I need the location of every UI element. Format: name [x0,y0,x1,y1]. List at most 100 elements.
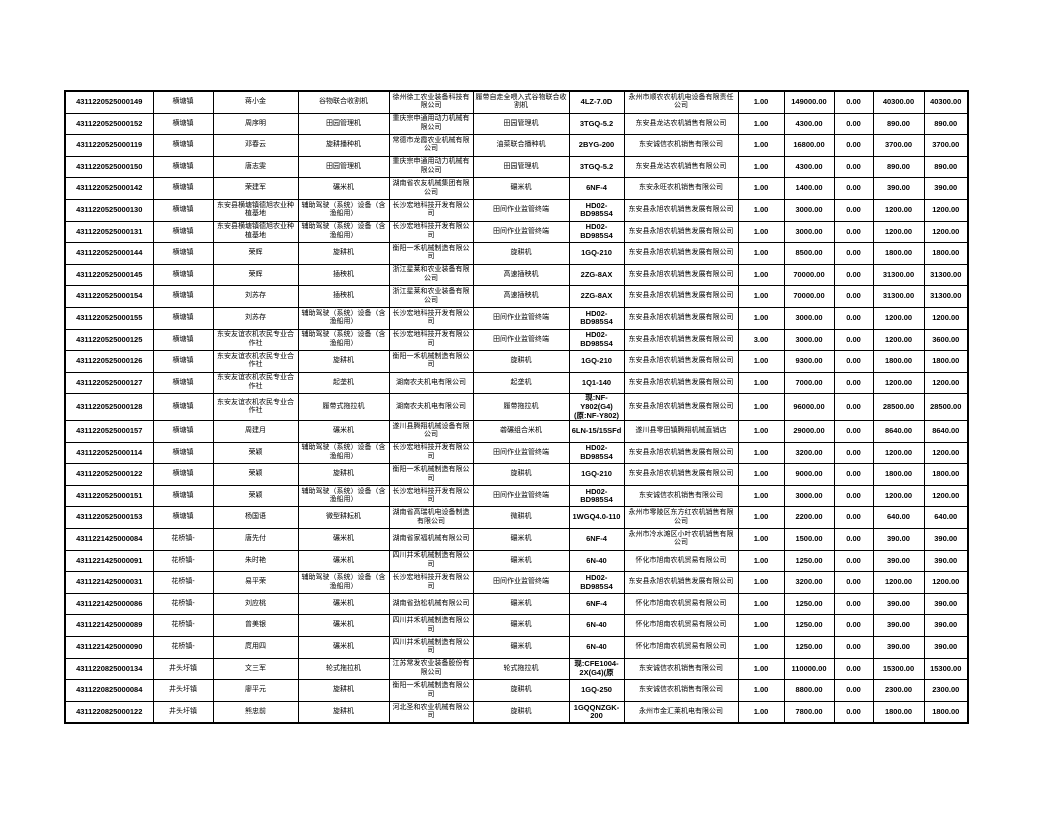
table-cell: 田园管理机 [472,155,570,179]
table-cell: 辅助驾驶（系统）设备（含渔船用） [297,484,390,508]
table-cell: 0.00 [833,463,874,486]
table-cell: 1800.00 [872,463,925,486]
table-cell: 碾米机 [472,177,570,200]
table-cell: 高速插秧机 [472,285,570,308]
table-cell: 唐先付 [212,528,299,551]
table-cell: 横塘镇 [152,220,214,244]
table-cell: 31300.00 [872,285,925,308]
table-cell: 东安县永旭农机销售发展有限公司 [623,371,739,395]
table-cell: 1.00 [737,679,785,702]
table-cell: 周序明 [212,112,299,136]
table-cell: 1.00 [737,350,785,373]
table-cell: 3600.00 [923,328,969,352]
table-cell: 390.00 [923,636,969,659]
table-cell: 1.00 [737,484,785,508]
table-cell: 390.00 [923,549,969,573]
table-cell: 0.00 [833,90,874,114]
table-cell: 31300.00 [872,263,925,287]
table-cell: 履带自走全喂入式谷物联合收割机 [472,90,570,114]
table-row: 4311220825000134 井头圩镇 文三军 轮式拖拉机 江苏常发农业装备股份有限… [64,657,969,681]
table-cell: 1.00 [737,636,785,659]
table-cell: 横塘镇 [152,242,214,265]
table-cell: 永州市金汇莱机电有限公司 [623,700,739,724]
table-cell: 1200.00 [872,328,925,352]
table-cell: 庹用四 [212,636,299,659]
table-cell: 1.00 [737,306,785,330]
table-cell: 现:CFE1004-2X(G4)(原 [568,657,625,681]
table-cell: 碾米机 [297,549,390,573]
table-cell: 4311220525000144 [64,242,154,265]
table-cell: 东安县龙达农机销售有限公司 [623,155,739,179]
table-row: 4311220525000153 横塘镇 杨国语 微型耕耘机 湖南省高瑞机电设备制造有限… [64,506,969,530]
table-cell: 1800.00 [923,700,969,724]
table-cell: 熊忠前 [212,700,299,724]
table-cell: 东安友谊农机农民专业合作社 [212,371,299,395]
table-cell: 微耕机 [472,506,570,530]
table-cell: 6LN-15/15SFd [568,420,625,443]
table-cell: 0.00 [833,700,874,724]
table-row: 4311220525000122 横塘镇 荣颖 旋耕机 衡阳一禾机械制造有限公司 旋耕机 1… [64,463,969,486]
table-cell: 4311220525000125 [64,328,154,352]
table-cell: 碾米机 [472,614,570,638]
table-cell: 湖南省高瑞机电设备制造有限公司 [388,506,474,530]
table-cell: 长沙宏地科技开发有限公司 [388,441,474,465]
table-cell: 390.00 [872,177,925,200]
table-cell: 1GQ-210 [568,242,625,265]
table-cell: 旋耕机 [297,700,390,724]
table-cell: 0.00 [833,198,874,222]
table-cell: 荣颖 [212,441,299,465]
table-row: 4311220525000125 横塘镇 东安友谊农机农民专业合作社 辅助驾驶（系统）… [64,328,969,352]
table-cell: 15300.00 [872,657,925,681]
table-cell: 7800.00 [783,700,835,724]
table-cell: 149000.00 [783,90,835,114]
table-cell: 怀化市旭南农机贸易有限公司 [623,549,739,573]
table-cell: 1800.00 [923,242,969,265]
table-cell: 1800.00 [872,350,925,373]
table-cell: 长沙宏地科技开发有限公司 [388,484,474,508]
table-cell: 3000.00 [783,198,835,222]
table-cell: 1GQ-210 [568,463,625,486]
table-cell: 东安县永旭农机销售发展有限公司 [623,393,739,422]
table-cell: 长沙宏地科技开发有限公司 [388,571,474,594]
table-cell: 横塘镇 [152,463,214,486]
table-cell: 田园管理机 [472,112,570,136]
table-cell: 1200.00 [923,571,969,594]
table-cell: 荣建军 [212,177,299,200]
table-cell: 徐州徐工农业装备科技有限公司 [388,90,474,114]
table-cell: 横塘镇 [152,371,214,395]
table-cell: 横塘镇 [152,306,214,330]
table-cell: 3700.00 [872,134,925,157]
table-cell: 390.00 [923,177,969,200]
table-cell: 4311220525000126 [64,350,154,373]
table-cell: 3000.00 [783,306,835,330]
table-cell: 4311220525000152 [64,112,154,136]
table-cell: 东安县横塘镇德旭农业种植基地 [212,198,299,222]
table-cell: 碾米机 [297,614,390,638]
table-cell: 28500.00 [923,393,969,422]
table-cell: 890.00 [923,155,969,179]
table-row: 4311220525000119 横塘镇 邓春云 旋耕播种机 常德市龙霞农业机械有限公司… [64,134,969,157]
table-cell: 1200.00 [923,306,969,330]
table-cell: 890.00 [872,155,925,179]
table-cell: 0.00 [833,285,874,308]
table-cell: 旋耕播种机 [297,134,390,157]
table-cell: 1.00 [737,134,785,157]
table-cell: 横塘镇 [152,177,214,200]
table-cell: 微型耕耘机 [297,506,390,530]
table-cell: 四川井禾机械制造有限公司 [388,636,474,659]
table-cell: 1.00 [737,393,785,422]
table-cell: 4311221425000090 [64,636,154,659]
table-cell: 3200.00 [783,571,835,594]
table-cell: 640.00 [872,506,925,530]
table-row: 4311220825000122 井头圩镇 熊忠前 旋耕机 河北圣和农业机械有限公司 旋耕… [64,700,969,724]
table-cell: 江苏常发农业装备股份有限公司 [388,657,474,681]
table-cell: 廖平元 [212,679,299,702]
table-cell: 田间作业监管终端 [472,328,570,352]
table-cell: 28500.00 [872,393,925,422]
table-cell: 6NF-4 [568,528,625,551]
table-cell: 曾美银 [212,614,299,638]
table-cell: 东安诚信农机销售有限公司 [623,134,739,157]
table-cell: 湖南农夫机电有限公司 [388,371,474,395]
table-cell: 6N-40 [568,549,625,573]
table-cell: 4311220525000145 [64,263,154,287]
